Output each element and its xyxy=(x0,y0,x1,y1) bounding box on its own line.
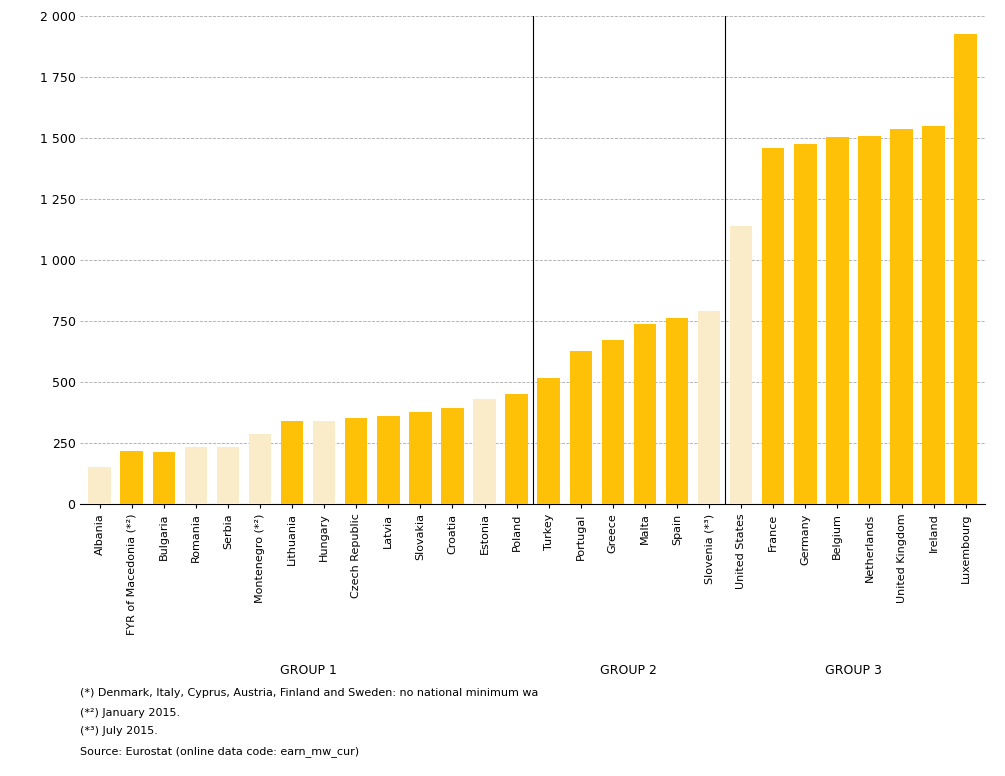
Text: GROUP 3: GROUP 3 xyxy=(825,664,881,677)
Text: GROUP 2: GROUP 2 xyxy=(600,664,657,677)
Bar xyxy=(602,340,624,504)
Text: GROUP 1: GROUP 1 xyxy=(279,664,337,677)
Bar xyxy=(409,411,431,504)
Bar xyxy=(570,351,592,504)
Bar xyxy=(88,467,111,504)
Bar xyxy=(538,378,560,504)
Bar xyxy=(955,34,977,504)
Bar xyxy=(377,416,400,504)
Bar xyxy=(858,136,880,504)
Bar xyxy=(280,421,304,504)
Bar xyxy=(697,311,721,504)
Bar xyxy=(730,226,753,504)
Bar xyxy=(923,126,945,504)
Bar xyxy=(217,447,239,504)
Bar xyxy=(473,400,495,504)
Bar xyxy=(345,418,368,504)
Bar xyxy=(826,137,848,504)
Bar xyxy=(634,324,656,504)
Bar xyxy=(794,144,816,504)
Bar xyxy=(762,148,785,504)
Bar xyxy=(249,434,271,504)
Bar xyxy=(185,447,207,504)
Bar xyxy=(506,394,528,504)
Text: Source: Eurostat (online data code: earn_mw_cur): Source: Eurostat (online data code: earn… xyxy=(80,746,360,757)
Bar xyxy=(665,317,688,504)
Bar xyxy=(890,130,913,504)
Bar xyxy=(313,421,336,504)
Text: (*²) January 2015.: (*²) January 2015. xyxy=(80,708,181,718)
Bar xyxy=(153,452,175,504)
Text: (*) Denmark, Italy, Cyprus, Austria, Finland and Sweden: no national minimum wa: (*) Denmark, Italy, Cyprus, Austria, Fin… xyxy=(80,688,539,698)
Bar xyxy=(121,451,143,504)
Text: (*³) July 2015.: (*³) July 2015. xyxy=(80,726,158,736)
Bar xyxy=(441,407,463,504)
